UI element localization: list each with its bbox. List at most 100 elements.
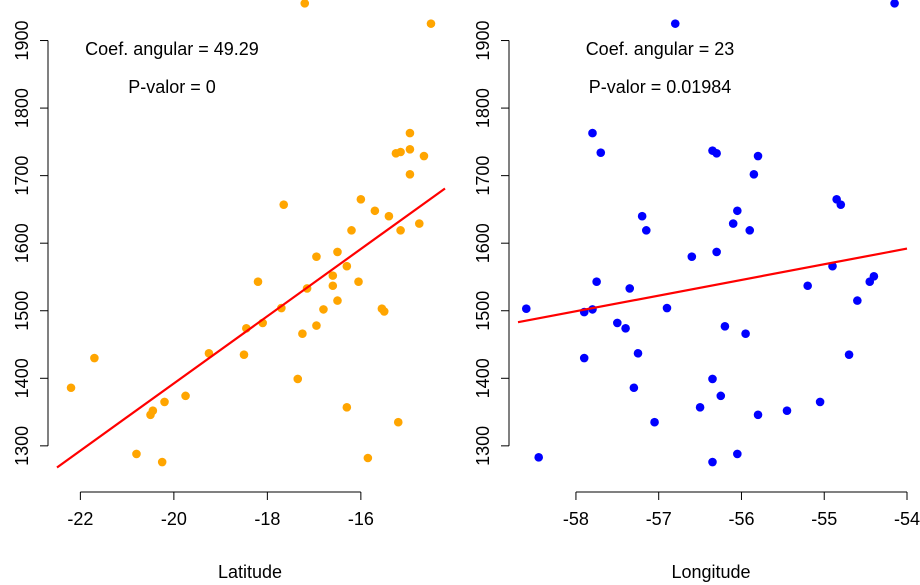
data-point [363,453,373,463]
data-point [641,226,651,235]
data-point [160,397,169,407]
data-point [347,226,356,235]
data-point [66,383,76,393]
data-point [384,211,394,221]
data-point [319,305,328,314]
data-point [596,148,606,157]
data-point [662,303,672,313]
data-point [687,252,697,261]
data-point [588,128,597,138]
data-point [181,391,190,401]
pvalue-annotation: P-valor = 0 [128,77,216,97]
x-axis-label: Latitude [218,562,282,582]
data-point [753,151,763,161]
data-point [592,277,601,286]
y-tick-label: 1900 [12,21,32,61]
data-point [298,329,307,339]
data-point [844,350,854,359]
data-point [396,147,405,157]
longitude-panel: Coef. angular = 23 P-valor = 0.01984 Lon… [473,0,920,582]
data-point [342,403,352,412]
data-point [803,281,812,291]
y-tick-label: 1600 [473,223,493,263]
data-point [354,277,363,286]
data-point [869,271,879,281]
y-tick-label: 1700 [473,156,493,196]
data-point [637,211,647,221]
x-tick-label: -57 [646,509,672,529]
y-tick-label: 1600 [12,223,32,263]
data-point [613,318,622,328]
data-point [708,457,717,467]
data-point [370,206,380,216]
data-point [633,348,643,358]
data-point [650,417,659,427]
data-point [712,149,721,158]
y-tick-label: 1800 [12,88,32,128]
x-tick-label: -55 [811,509,837,529]
data-point [279,200,289,209]
data-point [328,281,338,291]
y-tick-label: 1400 [473,358,493,398]
data-point [534,453,543,462]
data-point [579,353,589,363]
data-point [293,374,303,384]
data-point [333,296,342,305]
x-tick-label: -54 [894,509,920,529]
y-tick-label: 1900 [473,21,493,61]
data-point [148,406,158,416]
data-point [426,19,436,28]
data-point [836,200,846,209]
data-point [405,128,415,138]
data-point [621,324,630,333]
data-point [749,169,759,179]
x-tick-label: -56 [728,509,754,529]
data-point [745,226,755,235]
data-point [521,304,531,314]
y-tick-label: 1400 [12,358,32,398]
latitude-panel: Coef. angular = 49.29 P-valor = 0 Latitu… [12,0,446,582]
data-point [414,219,424,228]
data-point [333,247,342,257]
slope-annotation: Coef. angular = 23 [586,39,735,59]
data-point [629,383,639,393]
data-point [890,0,899,8]
data-point [419,151,429,161]
data-point [405,144,415,154]
regression-line [56,187,446,469]
data-point [753,410,763,420]
data-point [253,277,263,286]
data-point [356,194,366,204]
data-point [132,449,141,459]
data-point [670,19,680,28]
data-point [625,284,635,293]
data-point [782,406,792,416]
slope-annotation: Coef. angular = 49.29 [85,39,259,59]
data-point [379,307,389,316]
y-tick-label: 1300 [473,426,493,466]
y-tick-label: 1500 [12,291,32,331]
data-point [312,252,321,261]
data-point [695,403,705,412]
data-point [716,391,726,401]
data-point [328,271,338,280]
x-axis-label: Longitude [671,562,750,582]
y-tick-label: 1700 [12,156,32,196]
y-tick-label: 1300 [12,426,32,466]
y-tick-label: 1800 [473,88,493,128]
x-tick-label: -22 [67,509,93,529]
data-point [728,219,738,228]
data-point [312,321,321,330]
data-point [733,206,742,216]
data-point [720,321,730,331]
data-point [239,350,249,359]
data-point [157,457,167,467]
x-tick-label: -18 [254,509,280,529]
x-tick-label: -16 [348,509,374,529]
data-point [741,329,750,339]
data-point [853,296,862,305]
data-point [300,0,310,8]
data-point [342,261,352,271]
x-tick-label: -58 [563,509,589,529]
data-point [393,417,403,427]
